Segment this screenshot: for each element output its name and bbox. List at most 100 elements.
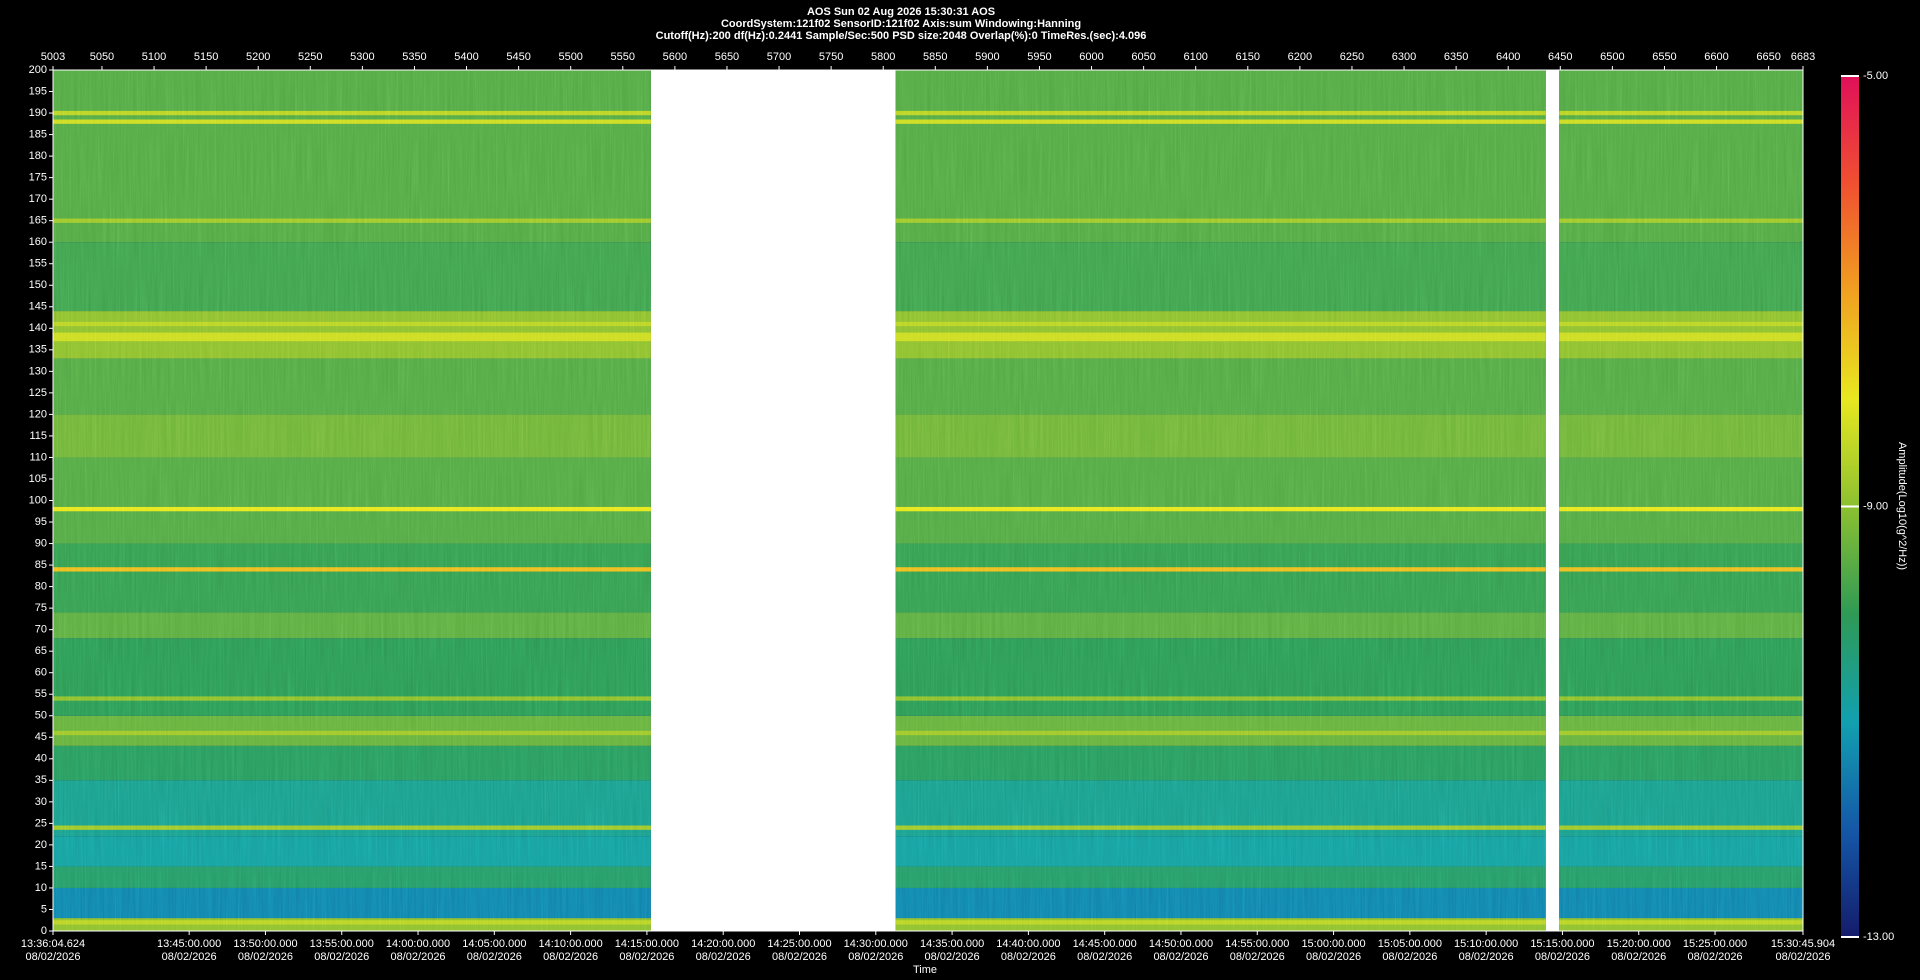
time-tick-label: 15:05:00.000	[1378, 938, 1442, 950]
time-tick-label: 13:45:00.000	[157, 938, 221, 950]
y-tick-label: 125	[29, 387, 47, 399]
y-tick-label: 45	[35, 731, 47, 743]
y-tick-label: 25	[35, 817, 47, 829]
time-tick-date: 08/02/2026	[696, 951, 751, 963]
time-tick-date: 08/02/2026	[1306, 951, 1361, 963]
time-tick-date: 08/02/2026	[467, 951, 522, 963]
y-tick-label: 105	[29, 473, 47, 485]
y-tick-label: 185	[29, 128, 47, 140]
texture	[53, 70, 1803, 931]
x-tick-label: 6250	[1340, 51, 1364, 63]
y-tick-label: 30	[35, 796, 47, 808]
x-tick-label: 6600	[1704, 51, 1728, 63]
x-tick-label: 5800	[871, 51, 895, 63]
y-tick-label: 190	[29, 107, 47, 119]
time-tick-label: 14:15:00.000	[615, 938, 679, 950]
y-tick-label: 75	[35, 602, 47, 614]
x-tick-label: 6000	[1079, 51, 1103, 63]
time-tick-date: 08/02/2026	[238, 951, 293, 963]
y-tick-label: 120	[29, 408, 47, 420]
x-tick-label: 6200	[1288, 51, 1312, 63]
y-tick-label: 175	[29, 172, 47, 184]
x-tick-label: 6400	[1496, 51, 1520, 63]
time-tick-date: 08/02/2026	[772, 951, 827, 963]
y-tick-label: 150	[29, 279, 47, 291]
x-tick-label: 5900	[975, 51, 999, 63]
x-tick-label: 6300	[1392, 51, 1416, 63]
time-tick-label: 14:50:00.000	[1149, 938, 1213, 950]
y-tick-label: 15	[35, 860, 47, 872]
x-tick-label: 6150	[1236, 51, 1260, 63]
time-tick-date: 08/02/2026	[391, 951, 446, 963]
y-tick-label: 20	[35, 839, 47, 851]
y-tick-label: 130	[29, 365, 47, 377]
y-tick-label: 160	[29, 236, 47, 248]
time-tick-date: 08/02/2026	[1775, 951, 1830, 963]
x-tick-label: 5050	[90, 51, 114, 63]
colorbar-tick-label: -13.00	[1863, 931, 1894, 943]
time-tick-label: 14:55:00.000	[1225, 938, 1289, 950]
time-tick-label: 15:15:00.000	[1530, 938, 1594, 950]
time-tick-date: 08/02/2026	[619, 951, 674, 963]
time-tick-label: 15:20:00.000	[1607, 938, 1671, 950]
x-tick-label: 5550	[611, 51, 635, 63]
x-tick-label: 6450	[1548, 51, 1572, 63]
y-tick-label: 80	[35, 581, 47, 593]
y-tick-label: 100	[29, 494, 47, 506]
y-tick-label: 195	[29, 85, 47, 97]
time-tick-label: 13:36:04.624	[21, 938, 85, 950]
y-tick-label: 60	[35, 667, 47, 679]
time-tick-label: 14:35:00.000	[920, 938, 984, 950]
y-tick-label: 90	[35, 537, 47, 549]
time-tick-date: 08/02/2026	[1001, 951, 1056, 963]
y-tick-label: 200	[29, 64, 47, 76]
x-tick-label: 5250	[298, 51, 322, 63]
y-tick-label: 115	[29, 430, 47, 442]
time-tick-date: 08/02/2026	[848, 951, 903, 963]
x-tick-label: 5003	[41, 51, 65, 63]
x-tick-label: 6550	[1652, 51, 1676, 63]
y-tick-label: 0	[41, 925, 47, 937]
y-tick-label: 155	[29, 258, 47, 270]
y-tick-label: 170	[29, 193, 47, 205]
x-tick-label: 6683	[1791, 51, 1815, 63]
y-tick-label: 145	[29, 301, 47, 313]
time-tick-date: 08/02/2026	[1611, 951, 1666, 963]
x-tick-label: 5850	[923, 51, 947, 63]
x-tick-label: 6100	[1183, 51, 1207, 63]
time-tick-date: 08/02/2026	[1077, 951, 1132, 963]
y-tick-label: 110	[29, 451, 47, 463]
time-tick-date: 08/02/2026	[162, 951, 217, 963]
time-tick-date: 08/02/2026	[314, 951, 369, 963]
colorbar-tick-label: -5.00	[1863, 70, 1888, 82]
y-tick-label: 65	[35, 645, 47, 657]
x-tick-label: 5400	[454, 51, 478, 63]
time-tick-label: 14:20:00.000	[691, 938, 755, 950]
time-tick-date: 08/02/2026	[1230, 951, 1285, 963]
x-tick-label: 5650	[715, 51, 739, 63]
time-tick-label: 15:30:45.904	[1771, 938, 1835, 950]
y-tick-label: 95	[35, 516, 47, 528]
x-tick-label: 5950	[1027, 51, 1051, 63]
y-tick-label: 50	[35, 710, 47, 722]
y-tick-label: 40	[35, 753, 47, 765]
x-tick-label: 5100	[142, 51, 166, 63]
time-tick-label: 15:10:00.000	[1454, 938, 1518, 950]
title-line: AOS Sun 02 Aug 2026 15:30:31 AOS	[807, 6, 995, 18]
time-tick-label: 14:30:00.000	[844, 938, 908, 950]
y-tick-label: 70	[35, 624, 47, 636]
time-tick-date: 08/02/2026	[1535, 951, 1590, 963]
x-tick-label: 6350	[1444, 51, 1468, 63]
x-tick-label: 5600	[663, 51, 687, 63]
x-tick-label: 5150	[194, 51, 218, 63]
time-tick-date: 08/02/2026	[543, 951, 598, 963]
x-tick-label: 5500	[558, 51, 582, 63]
time-tick-date: 08/02/2026	[25, 951, 80, 963]
x-tick-label: 6500	[1600, 51, 1624, 63]
time-tick-label: 14:40:00.000	[996, 938, 1060, 950]
y-tick-label: 55	[35, 688, 47, 700]
time-tick-label: 15:00:00.000	[1301, 938, 1365, 950]
time-tick-date: 08/02/2026	[1688, 951, 1743, 963]
